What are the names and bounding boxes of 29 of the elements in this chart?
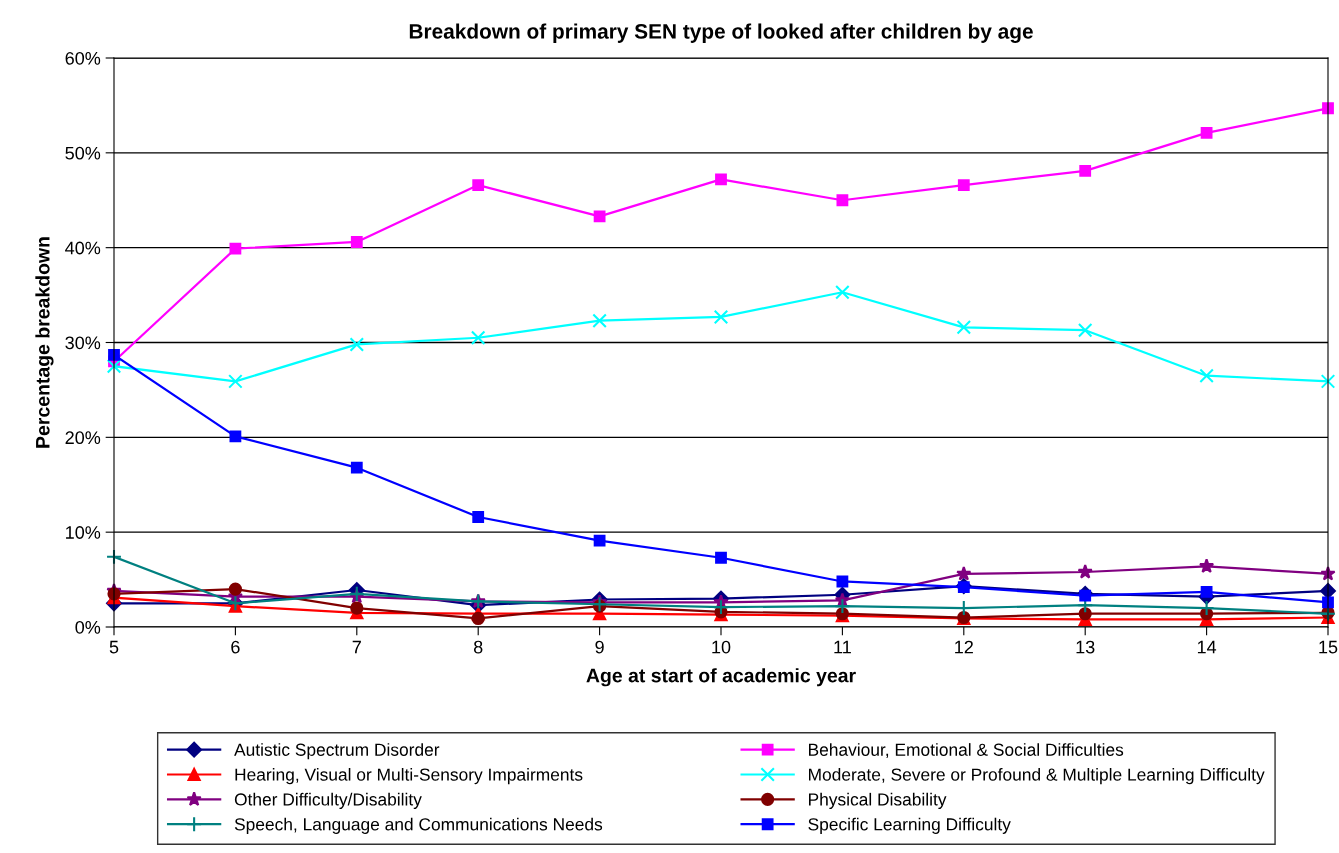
chart-title: Breakdown of primary SEN type of looked after children by age [409,23,1033,43]
x-tick-label: 14 [1197,640,1217,654]
x-axis-title: Age at start of academic year [586,668,856,687]
x-tick-label: 12 [955,640,973,654]
x-tick-label: 10 [712,640,731,654]
legend-label: Physical Disability [809,792,947,810]
legend-label: Specific Learning Difficulty [808,817,1011,834]
y-tick-label: 20% [65,431,101,445]
x-tick-label: 5 [109,640,119,654]
legend-label: Hearing, Visual or Multi-Sensory Impairments [235,767,583,785]
x-tick-label: 15 [1319,640,1338,654]
legend-label: Speech, Language and Communications Needs [234,817,603,834]
y-tick-label: 40% [65,241,101,255]
y-tick-label: 0% [75,620,101,634]
legend-label: Moderate, Severe or Profound & Multiple Learning Difficulty [809,767,1265,785]
y-tick-label: 10% [66,526,101,539]
y-tick-label: 50% [65,146,101,160]
y-axis-title: Percentage breakdown [35,237,54,448]
x-tick-label: 13 [1076,640,1095,654]
legend-label: Behaviour, Emotional & Social Difficulties [809,743,1124,758]
y-tick-label: 30% [65,336,101,350]
x-tick-label: 8 [473,640,483,654]
x-tick-label: 11 [834,640,851,654]
legend-label: Autistic Spectrum Disorder [234,743,440,760]
legend-label: Other Difficulty/Disability [234,792,422,810]
x-tick-label: 7 [352,640,361,654]
y-tick-label: 60% [65,51,101,65]
x-tick-label: 6 [231,640,240,654]
x-tick-label: 9 [595,640,604,654]
